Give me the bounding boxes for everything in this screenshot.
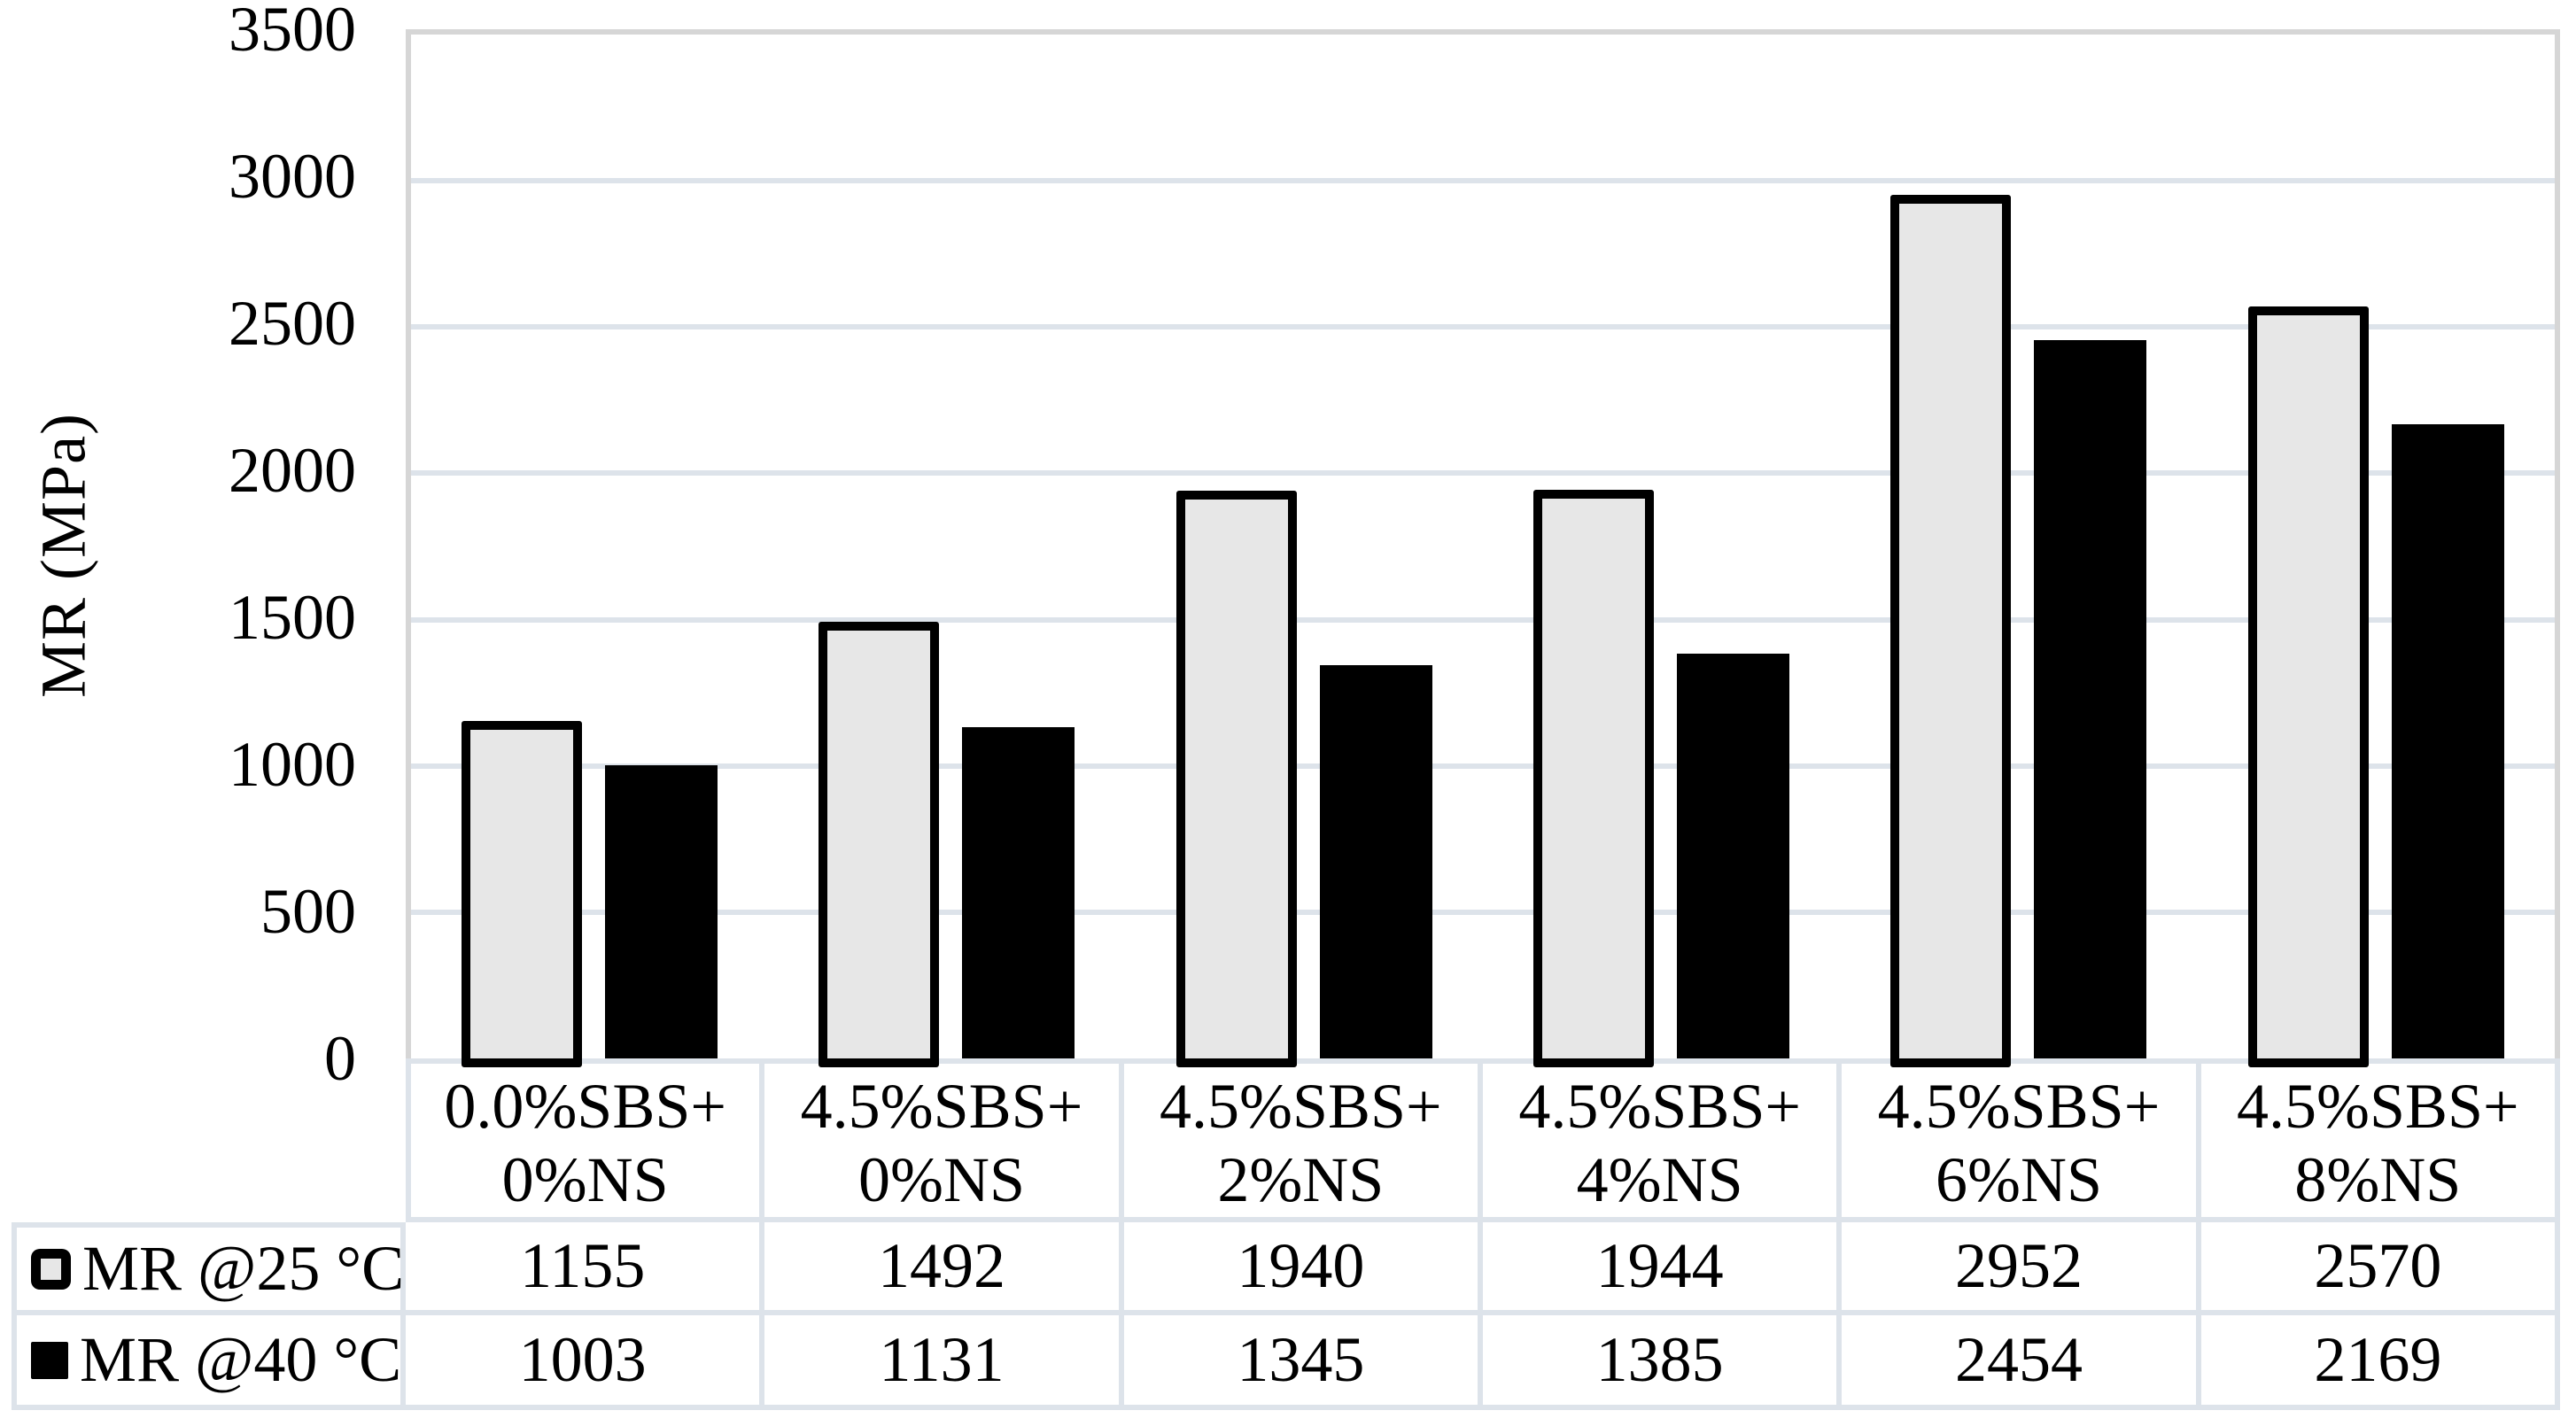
legend-series-name: MR @25 °C (82, 1233, 405, 1304)
bar-group (1840, 35, 2197, 1067)
legend-series-name: MR @40 °C (80, 1324, 402, 1395)
y-tick-label: 3000 (229, 141, 356, 212)
bar (1677, 653, 1790, 1058)
plot-area (406, 29, 2560, 1067)
value-cell: 1492 (764, 1222, 1124, 1315)
bar-group (768, 35, 1125, 1067)
bar (962, 727, 1075, 1058)
value-cell: 2570 (2200, 1222, 2560, 1315)
category-label-cell: 4.5%SBS+ 6%NS (1842, 1058, 2201, 1222)
y-tick-label: 3500 (229, 0, 356, 65)
y-tick-label: 1000 (229, 729, 356, 800)
y-tick-label: 2500 (229, 288, 356, 359)
bar (462, 720, 583, 1067)
gridline (411, 470, 2555, 477)
bar (2247, 306, 2369, 1067)
bar-group (1126, 35, 1483, 1067)
table-corner-cell (12, 1058, 406, 1222)
legend-key-filled-square-icon (31, 1341, 68, 1379)
chart-data-table: 0.0%SBS+ 0%NS 4.5%SBS+ 0%NS 4.5%SBS+ 2%NS 4… (12, 1058, 2560, 1410)
value-cell: 1003 (406, 1315, 765, 1410)
bar (2391, 423, 2504, 1058)
y-axis-title: MR (MPa) (27, 412, 99, 699)
bar (1319, 664, 1432, 1058)
category-label-cell: 4.5%SBS+ 2%NS (1123, 1058, 1483, 1222)
gridline (411, 178, 2555, 184)
value-cell: 1944 (1483, 1222, 1843, 1315)
legend-cell: MR @25 °C (12, 1222, 406, 1315)
value-cell: 1155 (406, 1222, 765, 1315)
gridline (411, 763, 2555, 769)
gridline (411, 324, 2555, 330)
gridline (411, 616, 2555, 623)
bar (605, 764, 718, 1058)
value-cell: 1131 (764, 1315, 1124, 1410)
bar-series-container (411, 35, 2555, 1067)
bar (1533, 489, 1655, 1067)
y-tick-label: 500 (260, 876, 356, 947)
value-cell: 2169 (2200, 1315, 2560, 1410)
gridline (411, 909, 2555, 915)
bar-group (411, 35, 768, 1067)
legend-cell: MR @40 °C (12, 1315, 406, 1410)
y-tick-label: 0 (324, 1023, 356, 1094)
bar (1175, 491, 1297, 1067)
value-cell: 1345 (1123, 1315, 1483, 1410)
category-label-cell: 4.5%SBS+ 0%NS (764, 1058, 1124, 1222)
value-cell: 2454 (1842, 1315, 2201, 1410)
category-label-cell: 4.5%SBS+ 8%NS (2200, 1058, 2560, 1222)
bar-group (1483, 35, 1840, 1067)
bar (819, 622, 940, 1067)
bar (2034, 340, 2147, 1058)
bar (1890, 195, 2012, 1067)
category-label-cell: 0.0%SBS+ 0%NS (406, 1058, 765, 1222)
y-tick-label: 2000 (229, 435, 356, 506)
value-cell: 1940 (1123, 1222, 1483, 1315)
bar-group (2198, 35, 2555, 1067)
category-label-cell: 4.5%SBS+ 4%NS (1483, 1058, 1843, 1222)
value-cell: 1385 (1483, 1315, 1843, 1410)
legend-key-outlined-square-icon (31, 1248, 71, 1290)
value-cell: 2952 (1842, 1222, 2201, 1315)
y-tick-label: 1500 (229, 582, 356, 653)
